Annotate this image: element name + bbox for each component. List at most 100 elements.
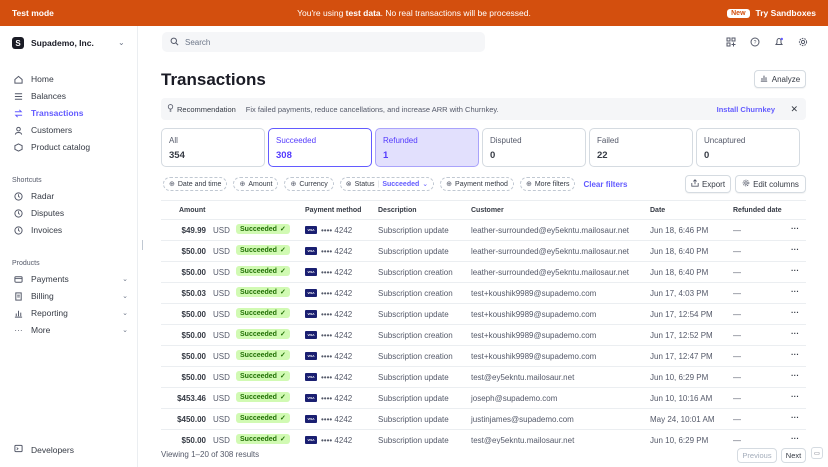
row-card: •••• 4242 [321, 247, 353, 256]
export-label: Export [701, 179, 726, 189]
row-more-icon[interactable]: ··· [791, 308, 799, 317]
table-row[interactable]: $450.00 USD Succeeded ✓ VISA •••• 4242 Su… [161, 409, 806, 430]
row-more-icon[interactable]: ··· [791, 329, 799, 338]
gear-icon[interactable] [797, 36, 808, 47]
check-icon: ✓ [279, 247, 286, 254]
chevron-down-icon[interactable]: ⌄ [118, 38, 125, 47]
row-more-icon[interactable]: ··· [791, 392, 799, 401]
visa-icon: VISA [305, 352, 317, 360]
apps-icon[interactable] [725, 36, 736, 47]
next-page-button[interactable]: Next [781, 448, 806, 463]
test-mode-message: You're using test data. No real transact… [297, 8, 531, 18]
sidebar-item-reporting[interactable]: Reporting ⌄ [14, 308, 128, 318]
sidebar-item-billing[interactable]: Billing ⌄ [14, 291, 128, 301]
analyze-button[interactable]: Analyze [754, 70, 806, 88]
row-refunded-date: — [733, 373, 741, 382]
filter-currency[interactable]: ⊕ Currency [284, 177, 334, 191]
edit-columns-button[interactable]: Edit columns [735, 175, 806, 193]
filter-date-and-time[interactable]: ⊕ Date and time [163, 177, 228, 191]
table-row[interactable]: $453.46 USD Succeeded ✓ VISA •••• 4242 Su… [161, 388, 806, 409]
table-row[interactable]: $50.00 USD Succeeded ✓ VISA •••• 4242 Sub… [161, 430, 806, 444]
row-more-icon[interactable]: ··· [791, 266, 799, 275]
status-card-disputed[interactable]: Disputed 0 [482, 128, 586, 167]
sidebar-resize-handle[interactable] [142, 240, 144, 250]
sidebar-item-balances[interactable]: Balances [14, 91, 128, 101]
search-icon [170, 37, 179, 48]
column-header-amount[interactable]: Amount [179, 207, 206, 214]
sidebar-item-customers[interactable]: Customers [14, 125, 128, 135]
shell-icon[interactable]: ▭ [811, 447, 823, 459]
visa-icon: VISA [305, 394, 317, 402]
status-card-refunded[interactable]: Refunded 1 [375, 128, 479, 167]
row-more-icon[interactable]: ··· [791, 413, 799, 422]
account-logo: S [12, 37, 24, 49]
table-row[interactable]: $50.00 USD Succeeded ✓ VISA •••• 4242 Sub… [161, 241, 806, 262]
home-icon [14, 75, 23, 84]
row-more-icon[interactable]: ··· [791, 245, 799, 254]
sidebar-item-home[interactable]: Home [14, 74, 128, 84]
table-row[interactable]: $50.00 USD Succeeded ✓ VISA •••• 4242 Sub… [161, 304, 806, 325]
clear-filters-link[interactable]: Clear filters [583, 179, 628, 189]
table-row[interactable]: $50.00 USD Succeeded ✓ VISA •••• 4242 Sub… [161, 367, 806, 388]
table-row[interactable]: $50.00 USD Succeeded ✓ VISA •••• 4242 Sub… [161, 325, 806, 346]
payments-icon [14, 275, 23, 284]
row-more-icon[interactable]: ··· [791, 371, 799, 380]
sidebar-item-payments[interactable]: Payments ⌄ [14, 274, 128, 284]
column-header-description[interactable]: Description [378, 207, 417, 214]
sidebar-item-label: Disputes [31, 208, 65, 218]
row-amount: $50.00 [181, 331, 206, 340]
row-currency: USD [213, 268, 230, 277]
search-placeholder: Search [185, 37, 211, 47]
column-header-payment-method[interactable]: Payment method [305, 207, 362, 214]
table-row[interactable]: $50.00 USD Succeeded ✓ VISA •••• 4242 Sub… [161, 346, 806, 367]
sidebar-item-label: Customers [31, 125, 73, 135]
status-card-uncaptured[interactable]: Uncaptured 0 [696, 128, 800, 167]
try-sandboxes-link[interactable]: New Try Sandboxes [727, 8, 816, 18]
clock-icon [14, 208, 23, 218]
status-card-all[interactable]: All 354 [161, 128, 265, 167]
notifications-icon[interactable] [773, 36, 784, 47]
sidebar-item-product-catalog[interactable]: Product catalog [14, 142, 128, 152]
status-card-failed[interactable]: Failed 22 [589, 128, 693, 167]
column-header-customer[interactable]: Customer [471, 207, 504, 214]
filter-status[interactable]: ⊗ Status | Succeeded ⌄ [339, 177, 435, 191]
table-row[interactable]: $49.99 USD Succeeded ✓ VISA •••• 4242 Sub… [161, 220, 806, 241]
filter-more[interactable]: ⊕ More filters [519, 177, 576, 191]
sidebar-item-transactions[interactable]: Transactions [14, 108, 128, 118]
sidebar-item-radar[interactable]: Radar [14, 191, 128, 201]
status-badge: Succeeded ✓ [236, 308, 290, 318]
remove-filter-icon[interactable]: ⊗ [345, 181, 352, 188]
table-header: Amount Payment method Description Custom… [161, 200, 806, 220]
sidebar-item-disputes[interactable]: Disputes [14, 208, 128, 218]
help-icon[interactable]: ? [749, 36, 760, 47]
filter-payment-method[interactable]: ⊕ Payment method [440, 177, 514, 191]
check-icon: ✓ [279, 310, 286, 317]
status-badge: Succeeded ✓ [236, 392, 290, 402]
sidebar-item-developers[interactable]: Developers [14, 444, 74, 455]
sidebar-item-invoices[interactable]: Invoices [14, 225, 128, 235]
previous-page-button[interactable]: Previous [737, 448, 777, 463]
table-row[interactable]: $50.03 USD Succeeded ✓ VISA •••• 4242 Sub… [161, 283, 806, 304]
chevron-down-icon: ⌄ [122, 310, 128, 317]
status-card-succeeded[interactable]: Succeeded 308 [268, 128, 372, 167]
row-more-icon[interactable]: ··· [791, 287, 799, 296]
row-more-icon[interactable]: ··· [791, 350, 799, 359]
table-row[interactable]: $50.00 USD Succeeded ✓ VISA •••• 4242 Sub… [161, 262, 806, 283]
row-amount: $50.00 [181, 310, 206, 319]
close-icon[interactable]: ✕ [790, 103, 798, 114]
row-customer: test+koushik9989@supademo.com [471, 289, 597, 298]
sidebar-item-more[interactable]: ··· More ⌄ [14, 325, 128, 335]
column-header-date[interactable]: Date [650, 207, 666, 214]
row-more-icon[interactable]: ··· [791, 434, 799, 443]
account-switcher[interactable]: S Supademo, Inc. [12, 37, 94, 49]
search-input[interactable]: Search [162, 32, 485, 52]
status-badge: Succeeded ✓ [236, 245, 290, 255]
row-more-icon[interactable]: ··· [791, 224, 799, 233]
row-card: •••• 4242 [321, 226, 353, 235]
install-churnkey-link[interactable]: Install Churnkey [716, 104, 775, 114]
row-customer: leather-surrounded@ey5ekntu.mailosaur.ne… [471, 247, 629, 256]
export-button[interactable]: Export [685, 175, 731, 193]
filter-amount[interactable]: ⊕ Amount [233, 177, 279, 191]
card-count: 1 [383, 150, 389, 161]
column-header-refunded-date[interactable]: Refunded date [733, 207, 782, 214]
